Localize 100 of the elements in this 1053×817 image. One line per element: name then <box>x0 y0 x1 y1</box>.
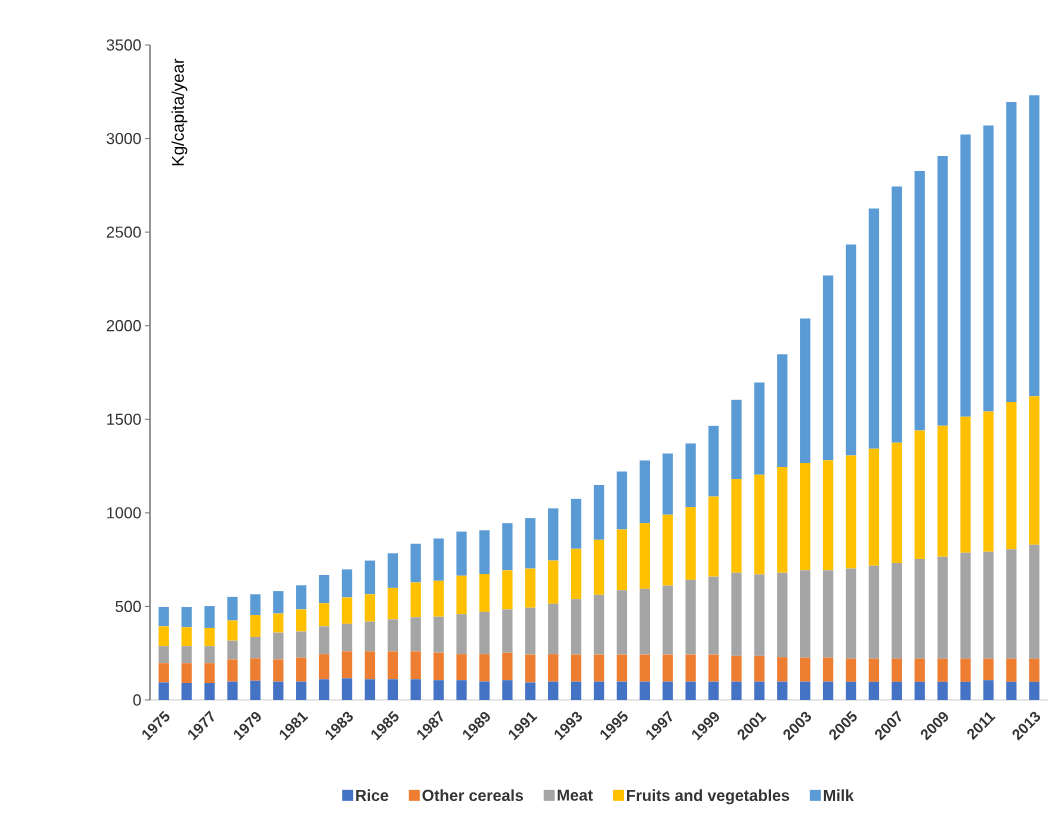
bar <box>1006 402 1017 550</box>
bar <box>593 539 605 595</box>
bar <box>937 681 948 700</box>
bar <box>777 467 788 573</box>
bar <box>616 681 628 700</box>
bar <box>914 430 925 559</box>
bar <box>250 658 261 681</box>
bar <box>502 609 513 653</box>
bar <box>731 572 742 656</box>
bar <box>341 597 353 624</box>
bar <box>318 574 330 604</box>
bar <box>227 681 238 700</box>
bar <box>593 681 605 700</box>
bar <box>868 448 880 566</box>
bar <box>318 626 330 655</box>
bar <box>548 681 559 700</box>
bar <box>273 659 284 682</box>
bar <box>685 443 696 508</box>
bar <box>204 606 215 628</box>
bar <box>273 591 284 614</box>
bar <box>616 590 628 655</box>
bar <box>158 682 169 700</box>
bar <box>456 654 467 681</box>
bar <box>891 658 902 682</box>
bar <box>181 606 192 628</box>
bar <box>685 681 696 700</box>
bar <box>570 498 582 549</box>
bar <box>800 570 811 658</box>
bar <box>777 354 788 468</box>
bar <box>204 646 215 664</box>
bar <box>364 621 376 652</box>
bar <box>318 603 330 627</box>
bar <box>1006 549 1017 659</box>
legend-label: Other cereals <box>422 789 524 802</box>
bar <box>914 170 925 431</box>
bar <box>525 607 536 655</box>
bar <box>296 681 307 700</box>
bar <box>273 613 284 633</box>
bar <box>548 560 559 604</box>
bar <box>891 442 902 564</box>
bar <box>204 663 215 683</box>
bar <box>685 507 696 580</box>
bar <box>708 425 719 497</box>
y-tick-label: 500 <box>115 600 141 613</box>
bar <box>502 570 513 610</box>
bar <box>616 529 628 591</box>
bar <box>845 658 857 682</box>
bar <box>868 658 880 682</box>
bar <box>525 682 536 700</box>
bar <box>479 530 490 575</box>
bar <box>570 681 582 700</box>
bar <box>662 514 673 586</box>
bar <box>296 631 307 658</box>
bar <box>616 654 628 682</box>
bar <box>960 134 971 417</box>
bar <box>983 680 994 700</box>
bar <box>181 682 192 700</box>
legend-label: Rice <box>356 789 389 802</box>
bar <box>662 681 673 700</box>
bar <box>341 678 353 700</box>
bar <box>158 606 169 627</box>
bar <box>868 681 880 700</box>
bar <box>708 681 719 700</box>
bar <box>708 496 719 577</box>
bar <box>296 657 307 682</box>
bar <box>570 599 582 655</box>
bar <box>754 474 765 575</box>
bar <box>662 453 673 515</box>
bar <box>800 462 811 571</box>
bar <box>1029 396 1040 545</box>
bar <box>639 588 650 655</box>
bar <box>639 681 650 700</box>
y-axis-title: Kg/capita/year <box>171 58 188 166</box>
bar <box>845 455 857 569</box>
bar <box>708 576 719 655</box>
bar <box>387 619 398 652</box>
bar <box>1029 681 1040 700</box>
bar <box>800 657 811 682</box>
bar <box>662 585 673 655</box>
bar <box>708 654 719 682</box>
bar <box>502 680 513 700</box>
bar <box>204 627 215 647</box>
legend-label: Meat <box>557 789 593 801</box>
bar <box>548 654 559 682</box>
bar <box>548 508 559 561</box>
bar <box>456 575 467 615</box>
bar <box>158 626 169 647</box>
bar <box>983 551 994 659</box>
bar <box>387 679 398 700</box>
bar <box>250 594 261 616</box>
bar <box>456 680 467 700</box>
legend-label: Fruits and vegetables <box>627 789 790 805</box>
bar <box>777 657 788 682</box>
bar <box>410 617 421 652</box>
bar <box>983 658 994 681</box>
bar <box>891 681 902 700</box>
bar <box>502 652 513 681</box>
bar <box>364 679 376 700</box>
bar <box>685 579 696 655</box>
bar <box>158 646 169 664</box>
